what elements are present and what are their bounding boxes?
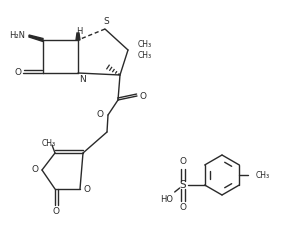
Text: CH₃: CH₃ [138, 50, 152, 59]
Polygon shape [29, 35, 43, 41]
Text: H: H [76, 27, 82, 36]
Text: O: O [179, 204, 186, 213]
Text: O: O [83, 184, 90, 193]
Text: O: O [179, 158, 186, 167]
Text: N: N [80, 74, 86, 83]
Text: HO: HO [160, 196, 173, 205]
Text: S: S [179, 180, 186, 190]
Text: O: O [15, 68, 22, 77]
Text: O: O [31, 165, 38, 174]
Text: H₂N: H₂N [9, 31, 25, 40]
Text: CH₃: CH₃ [256, 170, 270, 179]
Text: O: O [53, 206, 60, 215]
Polygon shape [76, 33, 80, 40]
Text: O: O [96, 109, 103, 118]
Text: O: O [139, 91, 146, 100]
Text: S: S [103, 17, 109, 26]
Text: CH₃: CH₃ [138, 40, 152, 49]
Text: CH₃: CH₃ [42, 138, 56, 147]
